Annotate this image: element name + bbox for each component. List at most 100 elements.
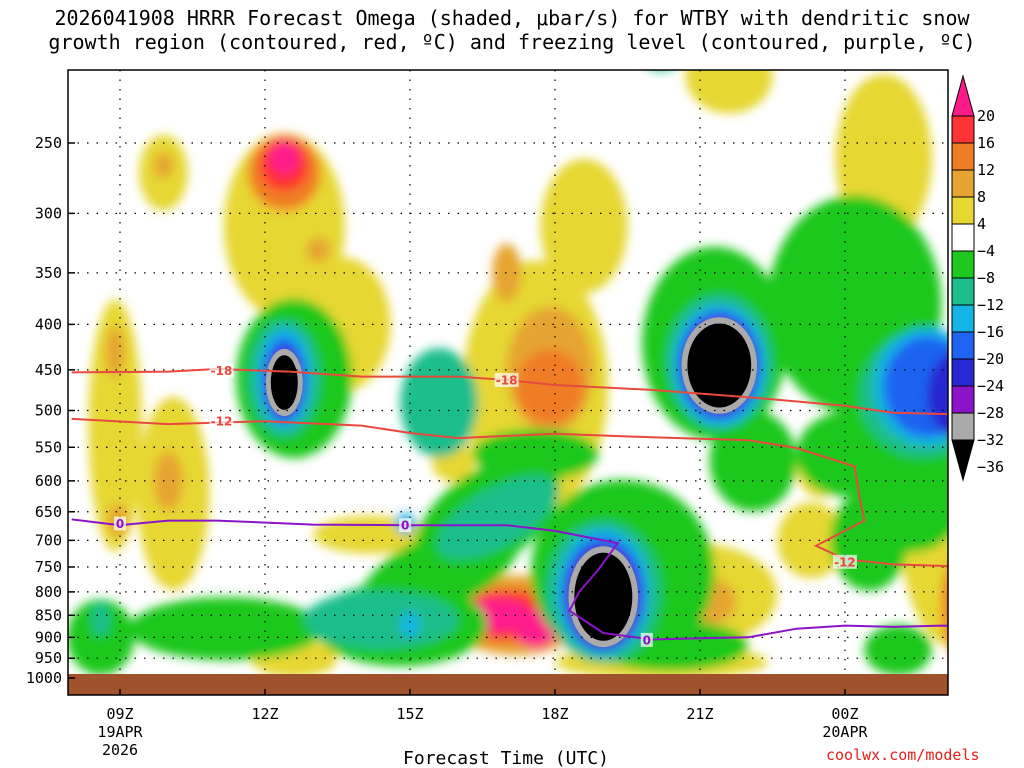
- colorbar-label-6: −8: [977, 269, 995, 287]
- omega-blob-14: [777, 502, 845, 579]
- x-tick-label-18Z: 18Z: [541, 705, 568, 723]
- y-tick-label-400: 400: [35, 315, 62, 333]
- omega-blob-25: [516, 348, 584, 425]
- site-credit: coolwx.com/models: [826, 746, 980, 764]
- omega-blob-37: [68, 599, 135, 676]
- omega-blob-17: [105, 327, 125, 378]
- colorbar-swatch-6: [951, 250, 975, 279]
- y-tick-label-350: 350: [35, 264, 62, 282]
- contour-label-3: -12: [834, 555, 856, 569]
- colorbar-label-0: 20: [977, 107, 995, 125]
- omega-blob-56: [303, 590, 459, 650]
- colorbar-label-5: −4: [977, 242, 995, 260]
- colorbar-label-4: 4: [977, 215, 986, 233]
- omega-shading: [68, 70, 1019, 679]
- y-tick-label-850: 850: [35, 606, 62, 624]
- contour-label-1: -18: [496, 373, 518, 387]
- colorbar-swatch-7: [951, 277, 975, 306]
- omega-blob-28: [269, 141, 299, 175]
- omega-blob-20: [306, 237, 331, 263]
- colorbar-swatch-2: [951, 142, 975, 171]
- omega-blob-48: [709, 410, 797, 512]
- omega-blob-58: [655, 70, 668, 71]
- y-tick-label-250: 250: [35, 134, 62, 152]
- omega-core-1: [270, 355, 298, 410]
- omega-blob-34: [941, 566, 948, 646]
- omega-blob-38: [129, 597, 323, 661]
- contour-label-bg-1: [494, 372, 519, 387]
- colorbar-swatch-12: [951, 412, 975, 441]
- omega-blob-42: [472, 429, 599, 480]
- omega-blob-57: [400, 348, 478, 458]
- colorbar-label-13: −36: [977, 458, 1004, 476]
- x-tick-date-09Z: 19APR: [97, 723, 143, 741]
- ground-surface: [68, 674, 948, 695]
- colorbar-swatch-10: [951, 358, 975, 387]
- colorbar-label-10: −24: [977, 377, 1004, 395]
- y-tick-label-650: 650: [35, 503, 62, 521]
- colorbar-label-1: 16: [977, 134, 995, 152]
- y-tick-label-1000: 1000: [26, 669, 62, 687]
- y-tick-label-600: 600: [35, 472, 62, 490]
- omega-blob-59: [436, 475, 558, 560]
- y-tick-label-750: 750: [35, 558, 62, 576]
- x-tick-label-12Z: 12Z: [251, 705, 278, 723]
- colorbar-label-12: −32: [977, 431, 1004, 449]
- contour-label-bg-3: [832, 554, 857, 569]
- colorbar-swatch-9: [951, 331, 975, 360]
- contour-label-2: -12: [211, 415, 233, 429]
- colorbar-label-2: 12: [977, 161, 995, 179]
- omega-blob-55: [91, 603, 111, 637]
- colorbar-label-9: −20: [977, 350, 1004, 368]
- omega-blob-54: [796, 412, 894, 497]
- omega-field: [68, 70, 1019, 679]
- omega-blob-12: [685, 70, 773, 114]
- axes: 250 300 350 400 450 500 550 600 650 700 750 800 850 9…: [26, 69, 949, 768]
- contour-label-0: -18: [211, 364, 233, 378]
- x-tick-date-00Z: 20APR: [822, 723, 868, 741]
- omega-blob-18: [153, 451, 183, 511]
- colorbar-swatch-4: [951, 196, 975, 225]
- omega-blob-21: [492, 243, 522, 303]
- colorbar-swatch-5: [951, 223, 975, 252]
- colorbar-label-3: 8: [977, 188, 986, 206]
- x-tick-label-15Z: 15Z: [396, 705, 423, 723]
- contour-label-bg-4: [114, 516, 126, 531]
- colorbar-arrow-bottom: [951, 439, 975, 482]
- colorbar-arrow-top: [951, 74, 975, 117]
- chart-title-line-1: 2026041908 HRRR Forecast Omega (shaded, …: [54, 6, 970, 30]
- x-tick-label-21Z: 21Z: [686, 705, 713, 723]
- omega-blob-53: [864, 624, 932, 676]
- omega-blob-0: [88, 299, 142, 552]
- x-tick-year-09Z: 2026: [102, 741, 138, 759]
- colorbar-swatch-3: [951, 169, 975, 198]
- x-tick-label-00Z: 00Z: [831, 705, 858, 723]
- contour-label-5: 0: [401, 519, 409, 533]
- x-tick-label-09Z: 09Z: [106, 705, 133, 723]
- contour-label-bg-2: [209, 414, 234, 429]
- omega-blob-7: [540, 158, 628, 294]
- omega-blob-19: [153, 152, 174, 179]
- plot-frame: [67, 69, 949, 696]
- omega-blob-64: [400, 611, 420, 637]
- contour-label-4: 0: [116, 517, 124, 531]
- y-tick-label-700: 700: [35, 531, 62, 549]
- omega-blob-35: [961, 543, 1019, 661]
- y-tick-label-500: 500: [35, 402, 62, 420]
- colorbar-swatch-1: [951, 115, 975, 144]
- colorbar-label-8: −16: [977, 323, 1004, 341]
- colorbar: 20 16 12 8 4 −4 −8 −12 −16 −20 −24 −28 −32 −36: [951, 74, 1004, 482]
- omega-blob-36: [973, 555, 1016, 647]
- contour-label-6: 0: [643, 633, 651, 647]
- contour-lines: -18 -18 -12 -12 0 0 0: [71, 363, 948, 647]
- contour-label-bg-0: [209, 363, 234, 378]
- colorbar-swatch-11: [951, 385, 975, 414]
- y-tick-label-900: 900: [35, 628, 62, 646]
- y-tick-label-950: 950: [35, 649, 62, 667]
- y-tick-label-450: 450: [35, 361, 62, 379]
- y-tick-label-550: 550: [35, 438, 62, 456]
- y-tick-label-800: 800: [35, 583, 62, 601]
- contour-freezing-level: [71, 518, 948, 641]
- colorbar-swatch-8: [951, 304, 975, 333]
